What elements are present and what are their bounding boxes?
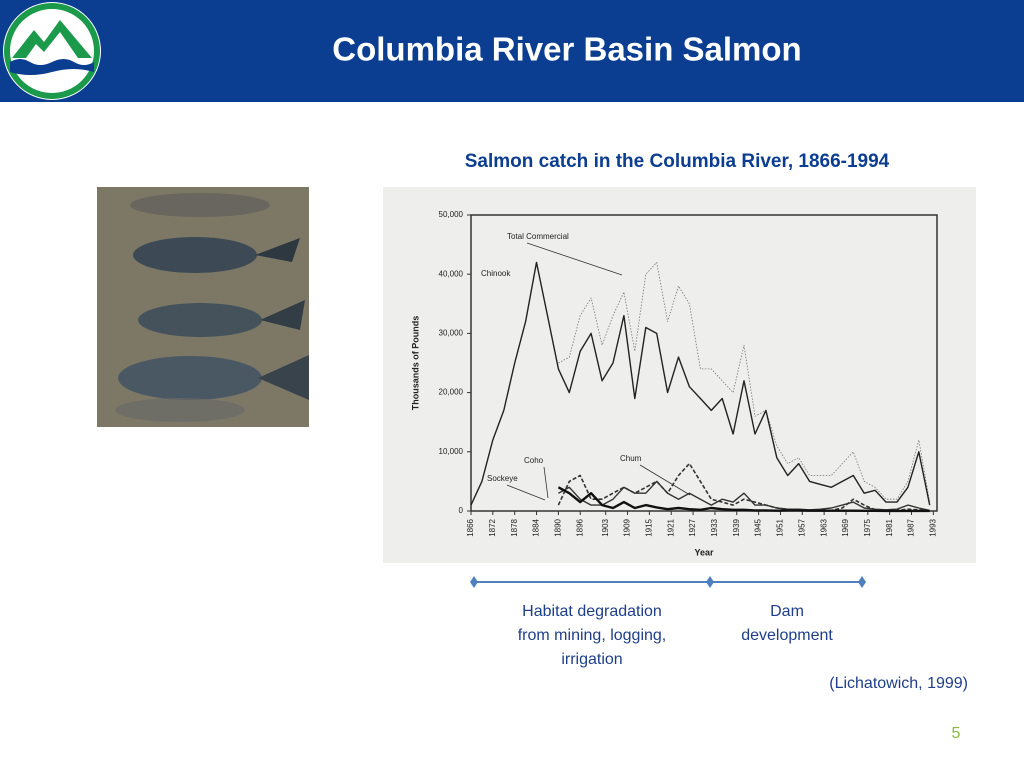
x-tick-label: 1975 — [863, 518, 872, 536]
x-tick-label: 1963 — [819, 518, 828, 536]
chart-title: Salmon catch in the Columbia River, 1866… — [465, 151, 890, 172]
x-tick-label: 1878 — [510, 518, 519, 536]
x-tick-label: 1890 — [553, 518, 562, 536]
salmon-photo — [97, 187, 309, 427]
x-tick-label: 1872 — [488, 518, 497, 536]
plot-frame — [470, 214, 938, 512]
timeline — [470, 576, 866, 588]
y-tick-label: 20,000 — [439, 388, 464, 397]
timeline-label: Habitat degradation — [522, 603, 662, 620]
x-tick-label: 1866 — [466, 518, 475, 536]
chart-background — [383, 187, 976, 563]
x-tick-label: 1921 — [666, 518, 675, 536]
y-tick-label: 10,000 — [439, 447, 464, 456]
series-line — [557, 462, 930, 512]
y-tick-label: 30,000 — [439, 329, 464, 338]
page-number: 5 — [952, 725, 961, 742]
label-arrow — [543, 466, 549, 499]
x-tick-label: 1951 — [776, 518, 785, 536]
y-tick-label: 40,000 — [439, 269, 464, 278]
x-tick-label: 1903 — [601, 518, 610, 536]
slide-title: Columbia River Basin Salmon — [332, 31, 801, 68]
x-tick-label: 1993 — [928, 518, 937, 536]
timeline-label: irrigation — [561, 651, 622, 668]
series-label: Coho — [524, 456, 544, 465]
series-label: Chinook — [481, 269, 511, 278]
y-tick-label: 50,000 — [439, 210, 464, 219]
x-tick-label: 1969 — [841, 518, 850, 536]
timeline-label: development — [741, 627, 833, 644]
x-tick-label: 1957 — [797, 518, 806, 536]
header-bar — [0, 0, 1024, 102]
x-tick-label: 1909 — [623, 518, 632, 536]
x-axis-title: Year — [694, 547, 714, 557]
x-tick-label: 1884 — [532, 518, 541, 536]
series-line — [557, 486, 930, 513]
x-tick-label: 1939 — [732, 518, 741, 536]
logo — [3, 2, 101, 100]
x-tick-label: 1927 — [688, 518, 697, 536]
series-label: Chum — [620, 454, 642, 463]
series-label: Sockeye — [487, 474, 518, 483]
x-tick-label: 1896 — [575, 518, 584, 536]
series-line — [558, 262, 931, 503]
timeline-label: from mining, logging, — [518, 627, 667, 644]
x-tick-label: 1981 — [885, 518, 894, 536]
x-tick-label: 1987 — [907, 518, 916, 536]
label-arrow — [526, 242, 623, 276]
x-tick-label: 1933 — [710, 518, 719, 536]
series-line — [558, 480, 930, 512]
timeline-label: Dam — [770, 603, 804, 620]
x-tick-label: 1915 — [645, 518, 654, 536]
x-tick-label: 1945 — [754, 518, 763, 536]
citation: (Lichatowich, 1999) — [829, 675, 968, 692]
y-tick-label: 0 — [459, 506, 464, 515]
label-arrow — [639, 464, 691, 496]
label-arrow — [506, 484, 546, 501]
y-axis-title: Thousands of Pounds — [410, 316, 420, 411]
series-line — [470, 261, 931, 506]
series-label: Total Commercial — [507, 232, 569, 241]
